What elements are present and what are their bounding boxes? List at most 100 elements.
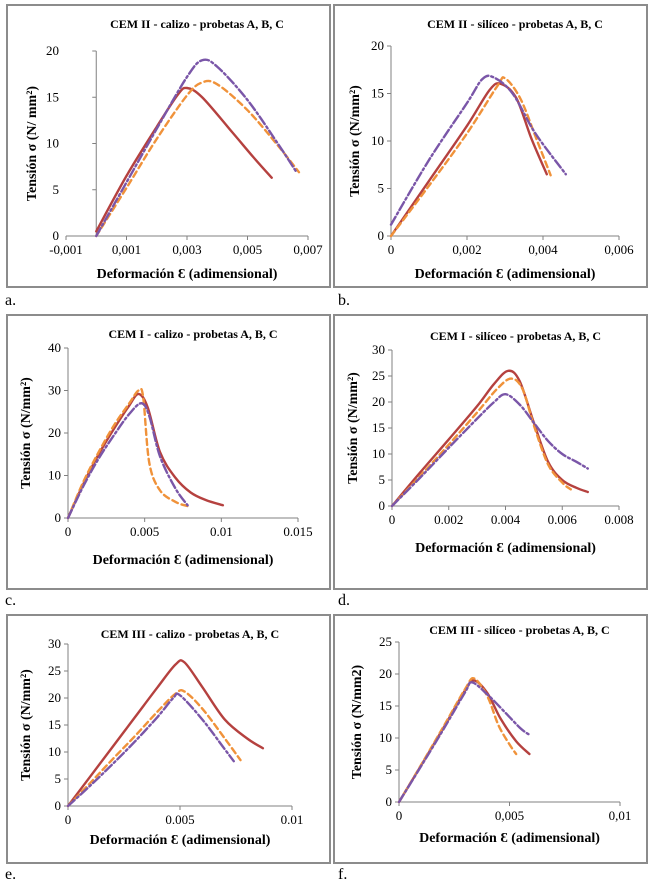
- y-tick-label: 20: [46, 43, 59, 58]
- y-tick-label: 5: [53, 182, 60, 197]
- x-tick-label: 0.005: [165, 812, 194, 827]
- x-axis-label: Deformación Ɛ (adimensional): [415, 267, 596, 282]
- series-line-a: [66, 659, 265, 808]
- chart-panel-b: 0 5 10 15 20 0 0,002 0,004 0,006 CEM II - silíceo…: [333, 4, 648, 288]
- y-tick-label: 10: [48, 744, 61, 759]
- chart-svg-e: 0 5 10 15 20 25 30 0 0.005 0.01 CEM III - calizo -…: [19, 627, 304, 848]
- chart-panel-e: 0 5 10 15 20 25 30 0 0.005 0.01 CEM III - calizo -…: [6, 614, 331, 864]
- x-axis-label: Deformación Ɛ (adimensional): [93, 553, 274, 568]
- x-axis-label: Deformación Ɛ (adimensional): [415, 541, 596, 556]
- y-tick-label: 20: [48, 690, 61, 705]
- y-axis-label: Tensión σ (N/mm²): [346, 372, 361, 484]
- chart-title: CEM III - silíceo - probetas A, B, C: [429, 623, 609, 637]
- series-line-c: [397, 681, 531, 804]
- x-tick-label: 0,01: [609, 808, 632, 823]
- x-tick-label: 0,005: [495, 808, 524, 823]
- series-line-c: [66, 692, 235, 808]
- y-tick-label: 30: [372, 342, 385, 357]
- y-tick-label: 10: [46, 136, 59, 151]
- y-tick-label: 15: [371, 86, 384, 101]
- x-tick-label: 0: [65, 812, 72, 827]
- chart-panel-a: 0 5 10 15 20 -0,001 0,001 0,003 0,005 0,007 CEM II…: [6, 4, 331, 288]
- x-tick-label: 0.015: [283, 524, 312, 539]
- y-tick-label: 40: [48, 340, 61, 355]
- y-axis-label: Tensión σ (N/mm²): [348, 85, 363, 197]
- x-tick-label: 0,007: [293, 242, 323, 257]
- chart-panel-d: 0 5 10 15 20 25 30 0 0.002 0.004 0.006 0.008 CEM I -…: [333, 314, 648, 590]
- x-tick-label: 0: [396, 808, 403, 823]
- x-tick-label: 0,001: [112, 242, 141, 257]
- panel-label-c: c.: [5, 592, 17, 609]
- y-tick-label: 20: [371, 38, 384, 53]
- x-tick-label: 0.005: [130, 524, 159, 539]
- panel-label-e: e.: [5, 866, 17, 883]
- series-line-c: [389, 74, 567, 226]
- y-tick-label: 20: [372, 394, 385, 409]
- y-tick-label: 15: [48, 717, 61, 732]
- y-tick-label: 15: [379, 698, 392, 713]
- x-tick-label: 0: [389, 512, 396, 527]
- x-tick-label: 0,006: [604, 242, 634, 257]
- series-line-b: [66, 689, 242, 808]
- series-line-b: [389, 76, 552, 238]
- x-tick-label: 0.008: [604, 512, 633, 527]
- chart-svg-b: 0 5 10 15 20 0 0,002 0,004 0,006 CEM II - silíceo…: [348, 17, 634, 282]
- y-tick-label: 0: [379, 498, 386, 513]
- y-tick-label: 25: [372, 368, 385, 383]
- y-tick-label: 15: [372, 420, 385, 435]
- y-tick-label: 10: [48, 468, 61, 483]
- y-tick-label: 0: [53, 228, 60, 243]
- series-line-c: [66, 402, 189, 520]
- x-axis-label: Deformación Ɛ (adimensional): [97, 267, 278, 282]
- chart-title: CEM II - calizo - probetas A, B, C: [110, 17, 284, 31]
- series-line-a: [66, 392, 225, 520]
- y-axis-label: Tensión σ (N/mm²): [19, 669, 34, 781]
- chart-svg-d: 0 5 10 15 20 25 30 0 0.002 0.004 0.006 0.008 CEM I -…: [346, 329, 634, 556]
- y-tick-label: 0: [378, 228, 385, 243]
- y-tick-label: 5: [379, 472, 386, 487]
- series-line-c: [95, 58, 298, 238]
- x-tick-label: 0,005: [233, 242, 262, 257]
- chart-svg-a: 0 5 10 15 20 -0,001 0,001 0,003 0,005 0,007 CEM II…: [25, 17, 323, 282]
- y-tick-label: 5: [386, 762, 393, 777]
- chart-svg-c: 0 10 20 30 40 0 0.005 0.01 0.015 CEM I - calizo -…: [19, 327, 313, 568]
- series-line-b: [95, 79, 301, 238]
- series-line-b: [390, 377, 572, 508]
- y-tick-label: 25: [379, 634, 392, 649]
- x-axis-label: Deformación Ɛ (adimensional): [90, 833, 271, 848]
- panel-label-a: a.: [5, 292, 17, 309]
- y-tick-label: 30: [48, 636, 61, 651]
- y-tick-label: 0: [55, 510, 62, 525]
- chart-title: CEM III - calizo - probetas A, B, C: [101, 627, 279, 641]
- y-tick-label: 5: [378, 181, 385, 196]
- panel-label-d: d.: [338, 592, 350, 609]
- panel-label-f: f.: [338, 866, 348, 883]
- series-line-a: [95, 86, 273, 233]
- chart-panel-f: 0 5 10 15 20 25 0 0,005 0,01 CEM III - silíceo - …: [333, 614, 648, 864]
- y-axis-label: Tensión σ (N/ mm²): [25, 86, 40, 201]
- x-tick-label: 0.002: [434, 512, 463, 527]
- y-tick-label: 5: [55, 771, 62, 786]
- series-line-a: [397, 679, 531, 804]
- chart-title: CEM I - calizo - probetas A, B, C: [108, 327, 277, 341]
- x-tick-label: 0: [388, 242, 395, 257]
- y-tick-label: 15: [46, 89, 59, 104]
- chart-title: CEM I - silíceo - probetas A, B, C: [430, 329, 601, 343]
- y-axis-label: Tensión σ (N/mm2): [350, 664, 365, 779]
- x-tick-label: 0.01: [281, 812, 304, 827]
- x-tick-label: 0,002: [452, 242, 481, 257]
- chart-panel-c: 0 10 20 30 40 0 0.005 0.01 0.015 CEM I - calizo -…: [6, 314, 331, 590]
- y-tick-label: 0: [55, 798, 62, 813]
- y-tick-label: 10: [372, 446, 385, 461]
- y-tick-label: 30: [48, 383, 61, 398]
- x-axis-label: Deformación Ɛ (adimensional): [419, 831, 600, 846]
- series-line-c: [390, 392, 589, 508]
- x-tick-label: 0.006: [548, 512, 578, 527]
- panel-label-b: b.: [338, 292, 350, 309]
- x-tick-label: 0,003: [172, 242, 201, 257]
- y-tick-label: 20: [48, 425, 61, 440]
- x-tick-label: 0.01: [210, 524, 233, 539]
- y-tick-label: 20: [379, 666, 392, 681]
- chart-svg-f: 0 5 10 15 20 25 0 0,005 0,01 CEM III - silíceo - …: [350, 623, 632, 846]
- chart-title: CEM II - silíceo - probetas A, B, C: [427, 17, 603, 31]
